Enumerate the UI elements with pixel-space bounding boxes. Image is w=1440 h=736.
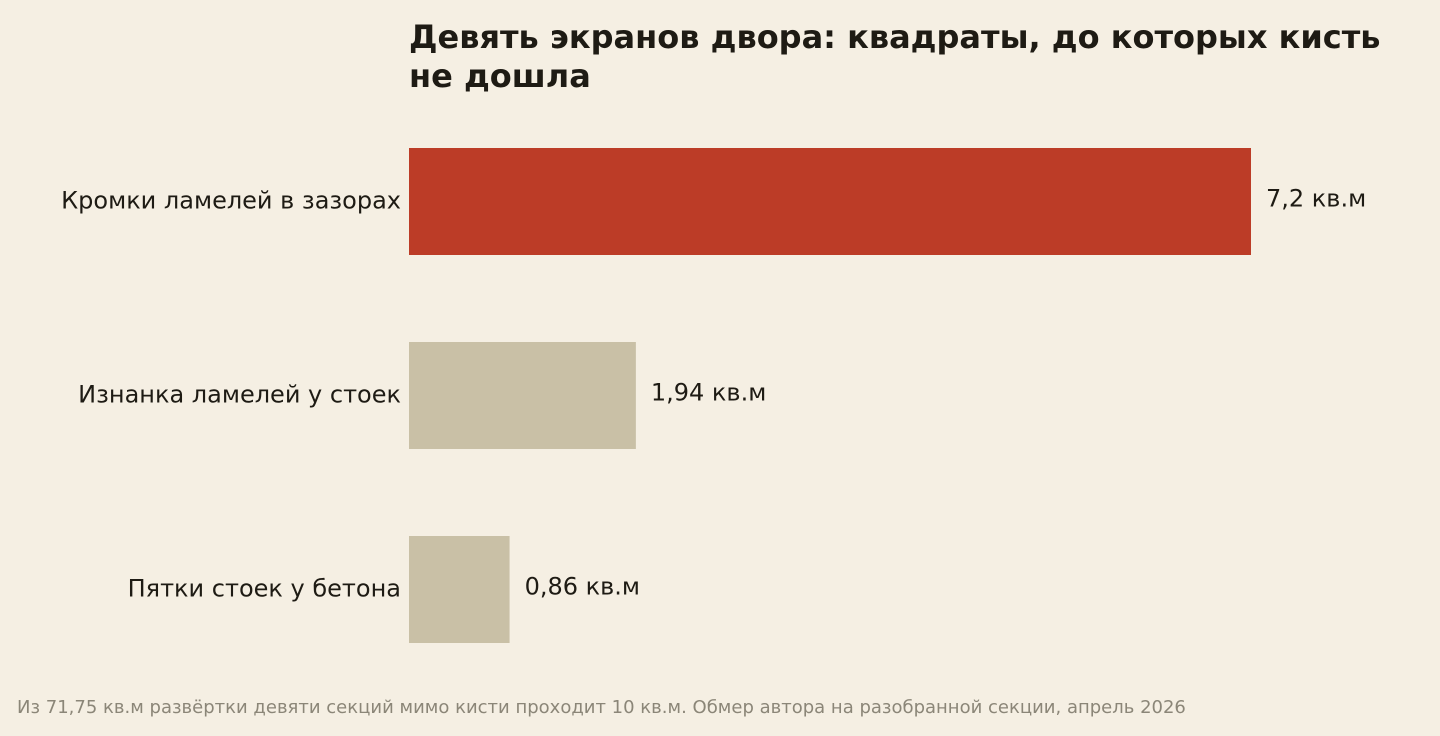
value-label-3: 0,86 кв.м: [525, 573, 640, 601]
chart-footnote: Из 71,75 кв.м развёртки девяти секций ми…: [17, 697, 1186, 718]
chart-title: Девять экранов двора: квадраты, до котор…: [409, 18, 1381, 95]
bar-1: [409, 148, 1251, 255]
category-label-2: Изнанка ламелей у стоек: [78, 381, 401, 409]
bars-layer: Кромки ламелей в зазорах 7,2 кв.м Изнанка …: [61, 148, 1366, 643]
category-label-3: Пятки стоек у бетона: [128, 575, 401, 603]
category-label-1: Кромки ламелей в зазорах: [61, 187, 401, 215]
bar-2: [409, 342, 636, 449]
value-label-1: 7,2 кв.м: [1266, 185, 1366, 213]
bar-3: [409, 536, 510, 643]
value-label-2: 1,94 кв.м: [651, 379, 766, 407]
